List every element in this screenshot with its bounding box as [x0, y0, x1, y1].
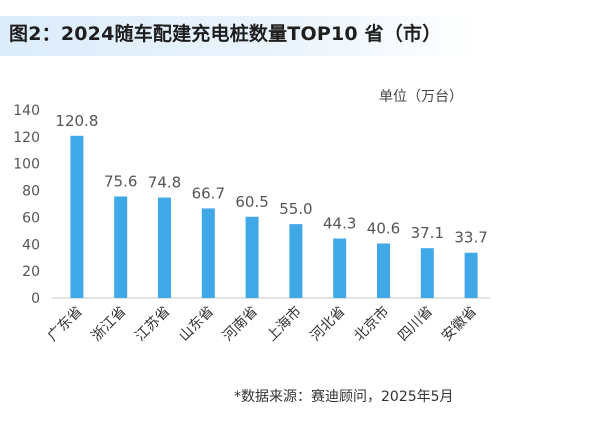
value-label: 37.1: [411, 224, 444, 242]
y-tick-label: 100: [13, 157, 40, 173]
x-tick-label: 上海市: [263, 303, 305, 345]
x-tick-label: 浙江省: [89, 304, 130, 345]
value-label: 40.6: [367, 219, 400, 237]
title-background: [0, 16, 480, 56]
value-label: 44.3: [323, 215, 356, 233]
value-label: 120.8: [55, 112, 98, 130]
bar-8: [377, 243, 390, 298]
y-tick-label: 0: [31, 291, 40, 307]
x-tick-label: 广东省: [45, 304, 86, 345]
value-label: 75.6: [104, 172, 137, 190]
x-axis-labels: 广东省 浙江省 江苏省 山东省 河南省 上海市 河北省 北京市 四川省 安徽省: [45, 303, 480, 345]
y-tick-label: 120: [13, 130, 40, 146]
bar-9: [420, 248, 434, 298]
bar-1: [70, 135, 84, 298]
x-tick-label: 河北省: [308, 304, 349, 345]
y-tick-label: 20: [22, 264, 40, 280]
bar-series: [70, 135, 478, 298]
data-source-note: *数据来源：赛迪顾问，2025年5月: [234, 389, 454, 405]
bar-6: [289, 224, 303, 298]
value-label: 66.7: [192, 184, 225, 202]
bar-10: [464, 252, 478, 298]
bar-7: [333, 238, 347, 298]
bar-3: [158, 197, 171, 298]
value-label: 74.8: [148, 174, 181, 192]
chart-title: 图2：2024随车配建充电桩数量TOP10 省（市）: [9, 23, 442, 45]
bar-4: [201, 208, 215, 298]
value-label: 60.5: [235, 193, 268, 211]
y-tick-label: 80: [22, 184, 40, 200]
x-tick-label: 安徽省: [439, 304, 480, 345]
value-label: 33.7: [454, 229, 487, 247]
y-axis: 0 20 40 60 80 100 120 140: [13, 103, 490, 307]
bar-2: [114, 196, 128, 298]
y-tick-label: 140: [13, 103, 40, 119]
x-tick-label: 四川省: [395, 304, 436, 345]
x-tick-label: 河南省: [220, 304, 261, 345]
x-tick-label: 北京市: [351, 303, 393, 345]
value-labels: 120.8 75.6 74.8 66.7 60.5 55.0 44.3 40.6 37.1 33.…: [55, 112, 487, 247]
bar-5: [245, 216, 259, 298]
x-tick-label: 山东省: [176, 304, 217, 345]
value-label: 55.0: [279, 200, 312, 218]
y-tick-label: 60: [22, 210, 40, 226]
x-tick-label: 江苏省: [132, 304, 173, 345]
y-tick-label: 40: [22, 237, 40, 253]
unit-label: 单位（万台）: [379, 89, 463, 105]
